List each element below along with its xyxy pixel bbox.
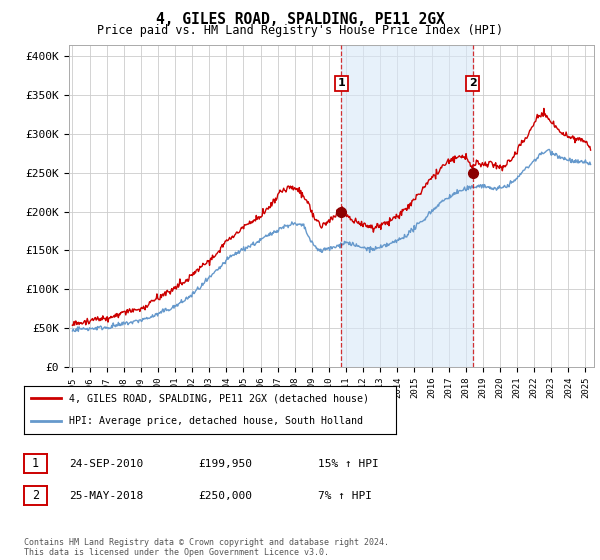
Text: 25-MAY-2018: 25-MAY-2018 [69, 491, 143, 501]
Text: 2: 2 [32, 489, 39, 502]
Text: 7% ↑ HPI: 7% ↑ HPI [318, 491, 372, 501]
Text: Contains HM Land Registry data © Crown copyright and database right 2024.
This d: Contains HM Land Registry data © Crown c… [24, 538, 389, 557]
Bar [341, 45, 473, 367]
Text: 15% ↑ HPI: 15% ↑ HPI [318, 459, 379, 469]
Text: 1: 1 [32, 457, 39, 470]
Text: HPI: Average price, detached house, South Holland: HPI: Average price, detached house, Sout… [68, 416, 362, 426]
Text: £199,950: £199,950 [198, 459, 252, 469]
Text: 4, GILES ROAD, SPALDING, PE11 2GX: 4, GILES ROAD, SPALDING, PE11 2GX [155, 12, 445, 27]
Text: 4, GILES ROAD, SPALDING, PE11 2GX (detached house): 4, GILES ROAD, SPALDING, PE11 2GX (detac… [68, 393, 368, 403]
Text: Price paid vs. HM Land Registry's House Price Index (HPI): Price paid vs. HM Land Registry's House … [97, 24, 503, 36]
Text: 2: 2 [469, 78, 476, 88]
Text: 24-SEP-2010: 24-SEP-2010 [69, 459, 143, 469]
Text: £250,000: £250,000 [198, 491, 252, 501]
Text: 1: 1 [338, 78, 345, 88]
